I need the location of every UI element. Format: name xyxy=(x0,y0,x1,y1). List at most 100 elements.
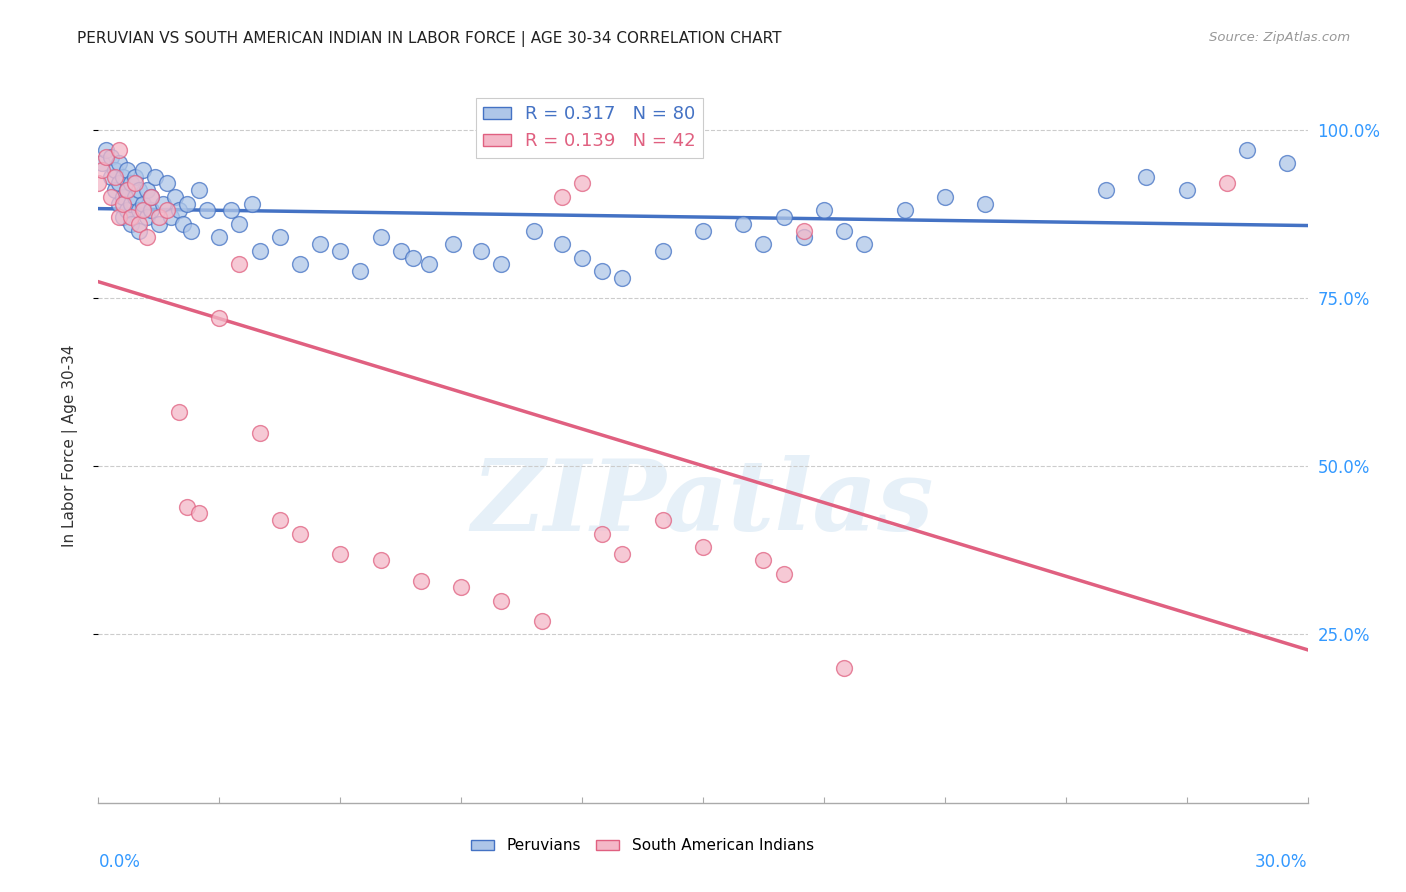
Point xyxy=(91,163,114,178)
Point xyxy=(115,203,138,218)
Point xyxy=(195,203,218,218)
Point xyxy=(418,257,440,271)
Legend: Peruvians, South American Indians: Peruvians, South American Indians xyxy=(465,832,820,859)
Point xyxy=(103,163,125,178)
Point xyxy=(893,203,915,218)
Point xyxy=(571,251,593,265)
Point xyxy=(124,169,146,184)
Point xyxy=(288,526,311,541)
Point xyxy=(111,196,134,211)
Point xyxy=(156,177,179,191)
Point xyxy=(491,257,513,271)
Point xyxy=(96,149,118,163)
Point xyxy=(107,156,129,170)
Point xyxy=(1175,183,1198,197)
Point xyxy=(450,580,472,594)
Point xyxy=(409,574,432,588)
Point xyxy=(120,196,142,211)
Point xyxy=(107,210,129,224)
Point xyxy=(120,217,142,231)
Point xyxy=(176,196,198,211)
Point xyxy=(135,210,157,224)
Point xyxy=(309,237,332,252)
Point xyxy=(96,143,118,157)
Point xyxy=(832,661,855,675)
Point xyxy=(111,190,134,204)
Point xyxy=(124,190,146,204)
Point xyxy=(120,210,142,224)
Point xyxy=(111,210,134,224)
Text: ZIPatlas: ZIPatlas xyxy=(472,455,934,551)
Y-axis label: In Labor Force | Age 30-34: In Labor Force | Age 30-34 xyxy=(62,344,77,548)
Point xyxy=(176,500,198,514)
Point xyxy=(148,210,170,224)
Point xyxy=(148,217,170,231)
Point xyxy=(167,203,190,218)
Point xyxy=(124,177,146,191)
Point xyxy=(208,230,231,244)
Point xyxy=(370,553,392,567)
Point xyxy=(100,190,122,204)
Point xyxy=(172,217,194,231)
Point xyxy=(139,203,162,218)
Point xyxy=(128,217,150,231)
Point xyxy=(167,405,190,419)
Point xyxy=(135,183,157,197)
Point xyxy=(107,177,129,191)
Point xyxy=(441,237,464,252)
Point xyxy=(87,177,110,191)
Point xyxy=(115,183,138,197)
Point xyxy=(591,264,613,278)
Point xyxy=(934,190,956,204)
Point xyxy=(100,169,122,184)
Point xyxy=(152,196,174,211)
Point xyxy=(188,506,211,520)
Point xyxy=(402,251,425,265)
Point xyxy=(180,223,202,237)
Point xyxy=(249,244,271,258)
Point xyxy=(115,163,138,178)
Point xyxy=(132,203,155,218)
Text: Source: ZipAtlas.com: Source: ZipAtlas.com xyxy=(1209,31,1350,45)
Point xyxy=(1236,143,1258,157)
Point xyxy=(832,223,855,237)
Point xyxy=(128,183,150,197)
Point xyxy=(120,177,142,191)
Point xyxy=(188,183,211,197)
Point xyxy=(107,196,129,211)
Point xyxy=(349,264,371,278)
Point xyxy=(752,553,775,567)
Point xyxy=(530,614,553,628)
Text: 0.0%: 0.0% xyxy=(98,853,141,871)
Point xyxy=(491,594,513,608)
Point xyxy=(772,566,794,581)
Point xyxy=(470,244,492,258)
Point xyxy=(135,230,157,244)
Point xyxy=(370,230,392,244)
Point xyxy=(752,237,775,252)
Point xyxy=(103,169,125,184)
Text: PERUVIAN VS SOUTH AMERICAN INDIAN IN LABOR FORCE | AGE 30-34 CORRELATION CHART: PERUVIAN VS SOUTH AMERICAN INDIAN IN LAB… xyxy=(77,31,782,47)
Point xyxy=(228,217,250,231)
Point xyxy=(228,257,250,271)
Point xyxy=(269,513,291,527)
Point xyxy=(1277,156,1299,170)
Point xyxy=(389,244,412,258)
Point xyxy=(551,190,574,204)
Point xyxy=(329,547,352,561)
Point xyxy=(221,203,243,218)
Point xyxy=(208,311,231,326)
Point xyxy=(772,210,794,224)
Point xyxy=(974,196,997,211)
Point xyxy=(160,210,183,224)
Point xyxy=(651,244,673,258)
Point xyxy=(853,237,876,252)
Point xyxy=(288,257,311,271)
Point xyxy=(793,223,815,237)
Point xyxy=(612,547,634,561)
Point xyxy=(115,183,138,197)
Point xyxy=(143,169,166,184)
Point xyxy=(591,526,613,541)
Point xyxy=(111,169,134,184)
Point xyxy=(692,223,714,237)
